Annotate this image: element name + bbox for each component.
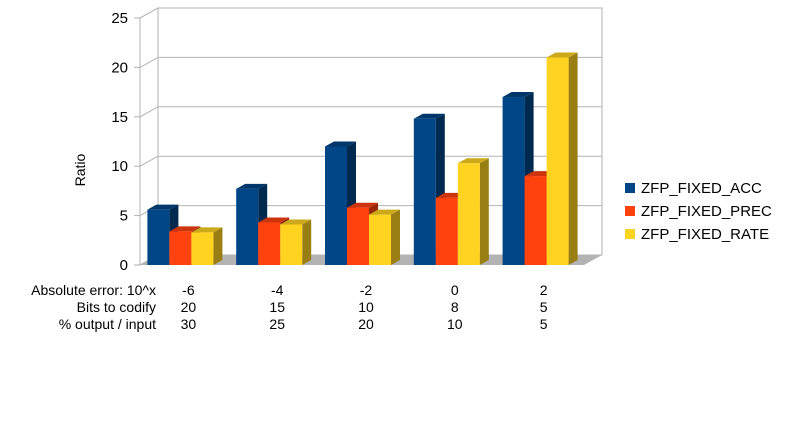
bars (147, 52, 578, 265)
y-tick-label: 5 (120, 208, 128, 225)
bar-top (147, 204, 179, 210)
bar-front (258, 222, 281, 265)
table-row-label: Absolute error: 10^x (31, 282, 156, 298)
bar-ZFP_FIXED_RATE--4 (280, 219, 312, 265)
legend-item: ZFP_FIXED_ACC (625, 180, 762, 197)
bar-side (479, 158, 489, 265)
legend-swatch (625, 183, 635, 193)
bar-top (280, 219, 312, 225)
legend-swatch (625, 229, 635, 239)
grid-line-side (139, 7, 159, 19)
bar-ZFP_FIXED_RATE--6 (191, 227, 223, 265)
bar-side (302, 219, 312, 265)
category-table: Absolute error: 10^x -6 -4 -2 0 2 Bits to codi… (31, 282, 548, 332)
bar-front (546, 57, 569, 265)
bar-top (413, 113, 445, 119)
bar-top (457, 158, 489, 164)
bar-top (258, 217, 290, 223)
grid-line-side (139, 155, 159, 167)
bar-top (369, 209, 400, 215)
grid-line-side (139, 106, 159, 118)
bar-front (280, 224, 303, 265)
grid-line-side (139, 56, 159, 68)
bar-front (369, 214, 391, 265)
bar-front (457, 163, 480, 265)
bar-top (502, 92, 534, 98)
table-cell: 10 (358, 299, 374, 315)
bar-front (435, 197, 458, 265)
y-tick-label: 15 (111, 109, 128, 126)
table-cell: 30 (181, 316, 197, 332)
bar-top (236, 183, 268, 189)
legend-item: ZFP_FIXED_RATE (625, 226, 769, 243)
bar-front (147, 209, 170, 265)
table-cell: 0 (451, 282, 459, 298)
table-cell: -2 (360, 282, 373, 298)
bar-front (347, 207, 369, 265)
legend-swatch (625, 206, 635, 216)
bar-front (191, 232, 214, 265)
bar-front (502, 97, 525, 265)
y-tick-label: 20 (111, 59, 128, 76)
table-cell: 25 (269, 316, 285, 332)
bar-side (213, 227, 223, 265)
bar-ZFP_FIXED_RATE-0 (457, 158, 489, 265)
bar-top (169, 226, 201, 232)
legend-label: ZFP_FIXED_PREC (641, 203, 772, 220)
y-axis-ticks: 0 5 10 15 20 25 (111, 10, 128, 274)
table-cell: 5 (540, 299, 548, 315)
table-cell: 5 (540, 316, 548, 332)
table-cell: 10 (447, 316, 463, 332)
bar-front (413, 118, 436, 265)
table-cell: -6 (182, 282, 195, 298)
y-tick-label: 0 (120, 257, 128, 274)
legend-label: ZFP_FIXED_ACC (641, 180, 762, 197)
table-cell: 2 (540, 282, 548, 298)
legend: ZFP_FIXED_ACC ZFP_FIXED_PREC ZFP_FIXED_RAT… (625, 180, 772, 243)
bar-top (546, 52, 578, 58)
bar-top (325, 141, 356, 147)
bar-front (325, 146, 347, 265)
y-tick-label: 25 (111, 10, 128, 27)
bar-side (391, 209, 400, 265)
bar-ZFP_FIXED_RATE-2 (546, 52, 578, 265)
bar-top (347, 202, 378, 208)
bar-side (568, 52, 578, 265)
bar-front (169, 231, 192, 265)
table-cell: 15 (269, 299, 285, 315)
table-cell: -4 (271, 282, 284, 298)
bar-front (524, 176, 547, 265)
bar-top (191, 227, 223, 233)
table-row-label: Bits to codify (77, 299, 156, 315)
legend-label: ZFP_FIXED_RATE (641, 226, 769, 243)
legend-item: ZFP_FIXED_PREC (625, 203, 772, 220)
y-axis-label: Ratio (72, 153, 88, 186)
y-tick-label: 10 (111, 158, 128, 175)
bar-ZFP_FIXED_RATE--2 (369, 209, 400, 265)
table-cell: 8 (451, 299, 459, 315)
table-cell: 20 (181, 299, 197, 315)
table-cell: 20 (358, 316, 374, 332)
table-row-label: % output / input (59, 316, 156, 332)
bar-front (236, 188, 259, 265)
